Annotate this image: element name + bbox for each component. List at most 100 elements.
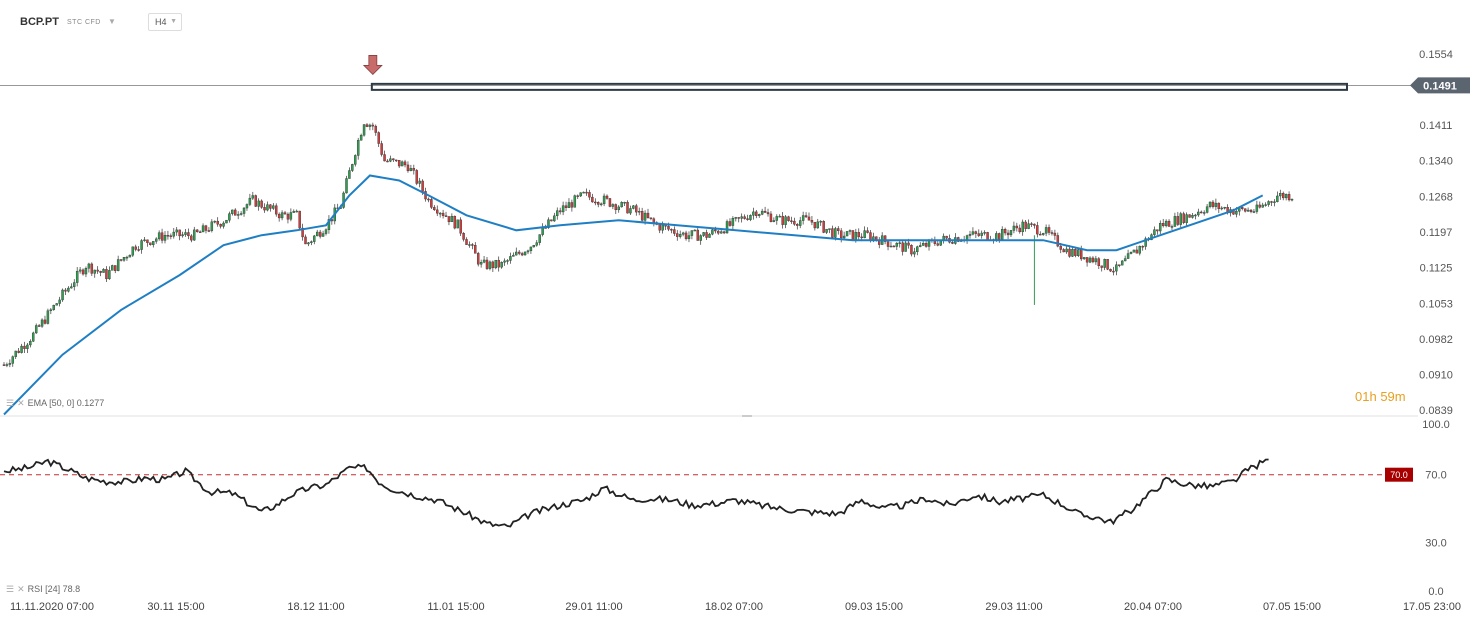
- candle: [553, 212, 556, 222]
- candle: [1039, 231, 1042, 236]
- candle: [251, 191, 255, 200]
- candle: [977, 229, 981, 238]
- candle: [784, 215, 787, 229]
- candle: [102, 268, 105, 273]
- candle: [611, 203, 615, 210]
- candle: [234, 208, 237, 216]
- candle: [354, 154, 357, 167]
- chevron-down-icon[interactable]: ▼: [108, 17, 116, 26]
- rsi-axis: 100.0 70.0 30.0 0.0 70.0: [0, 419, 1450, 598]
- ema-indicator-label[interactable]: ☰ ✕ EMA [50, 0] 0.1277: [6, 398, 105, 408]
- price-tick-label: 0.0839: [1419, 405, 1453, 417]
- candle: [556, 207, 559, 220]
- candle: [140, 239, 143, 254]
- candle: [1132, 249, 1136, 253]
- candle: [318, 229, 322, 239]
- candle: [980, 230, 983, 239]
- candle: [397, 160, 401, 169]
- candle: [37, 324, 41, 328]
- candle: [916, 245, 919, 256]
- current-price-badge: [1410, 77, 1470, 94]
- candle: [175, 227, 178, 236]
- candle: [602, 193, 606, 207]
- candle: [444, 211, 448, 217]
- candle: [1000, 226, 1004, 240]
- close-x-icon[interactable]: ✕: [17, 584, 25, 594]
- candle: [49, 307, 53, 315]
- ema-value: 0.1277: [76, 398, 105, 408]
- lines-icon[interactable]: ☰: [6, 398, 15, 408]
- ema-layer: [3, 174, 1264, 416]
- symbol-name[interactable]: BCP.PT: [20, 16, 59, 28]
- candle: [652, 217, 656, 227]
- ema-offset: 0: [66, 398, 72, 408]
- close-x-icon[interactable]: ✕: [17, 398, 25, 408]
- candle: [198, 230, 202, 234]
- time-tick-label: 11.11.2020 07:00: [10, 601, 94, 613]
- candle: [1082, 257, 1086, 260]
- lines-icon[interactable]: ☰: [6, 584, 15, 594]
- candle: [945, 235, 948, 240]
- candle: [787, 215, 790, 222]
- candle: [1077, 248, 1080, 258]
- price-tick-label: 0.1340: [1419, 156, 1453, 168]
- rsi-indicator-label[interactable]: ☰ ✕ RSI [24] 78.8: [6, 584, 81, 594]
- candle: [749, 214, 752, 222]
- price-tick-label: 0.1125: [1420, 263, 1453, 275]
- candle: [693, 229, 697, 232]
- candle: [430, 197, 433, 210]
- candle: [427, 197, 430, 203]
- candle: [172, 227, 176, 239]
- candle: [798, 216, 802, 229]
- candle: [962, 235, 966, 243]
- candle: [488, 260, 492, 271]
- candle: [564, 201, 568, 211]
- candle: [471, 243, 474, 250]
- candle: [746, 214, 749, 221]
- candle: [283, 210, 287, 215]
- candle: [1202, 210, 1206, 216]
- candle: [43, 315, 47, 325]
- candle: [348, 167, 351, 179]
- candle: [831, 225, 834, 239]
- candle: [851, 230, 855, 241]
- candle: [137, 246, 140, 252]
- candle: [231, 209, 234, 216]
- candle: [456, 219, 459, 229]
- timeframe-select[interactable]: H4 ▼: [148, 13, 182, 31]
- candle: [550, 219, 553, 222]
- countdown-hours: 01h: [1355, 389, 1377, 404]
- candle: [737, 217, 740, 223]
- candle: [1071, 246, 1074, 257]
- resistance-zone[interactable]: [370, 82, 1348, 91]
- candle: [1185, 212, 1188, 227]
- candle: [236, 211, 240, 220]
- candle: [34, 323, 38, 334]
- overbought-label: 70.0: [1390, 470, 1408, 480]
- candle: [968, 230, 972, 239]
- candle: [266, 201, 269, 212]
- candle: [837, 226, 840, 235]
- price-tick-label: 0.1053: [1419, 298, 1453, 310]
- candle: [386, 159, 389, 163]
- candle: [166, 230, 170, 240]
- candle: [1062, 248, 1065, 253]
- candle: [1264, 202, 1267, 207]
- candle: [406, 161, 410, 173]
- rsi-tick-label: 100.0: [1422, 419, 1450, 431]
- candle: [8, 359, 12, 368]
- candle: [1015, 222, 1019, 232]
- down-arrow-icon: [362, 55, 383, 76]
- candle: [1182, 211, 1185, 225]
- candle: [866, 227, 869, 234]
- time-tick-label: 09.03 15:00: [845, 601, 903, 613]
- candle: [1156, 229, 1159, 235]
- candle: [1284, 193, 1288, 201]
- candle: [594, 198, 597, 206]
- candle: [1290, 198, 1294, 202]
- candle: [1047, 224, 1051, 236]
- resistance-level[interactable]: [0, 82, 1418, 91]
- candle: [26, 342, 29, 353]
- candle: [541, 223, 544, 237]
